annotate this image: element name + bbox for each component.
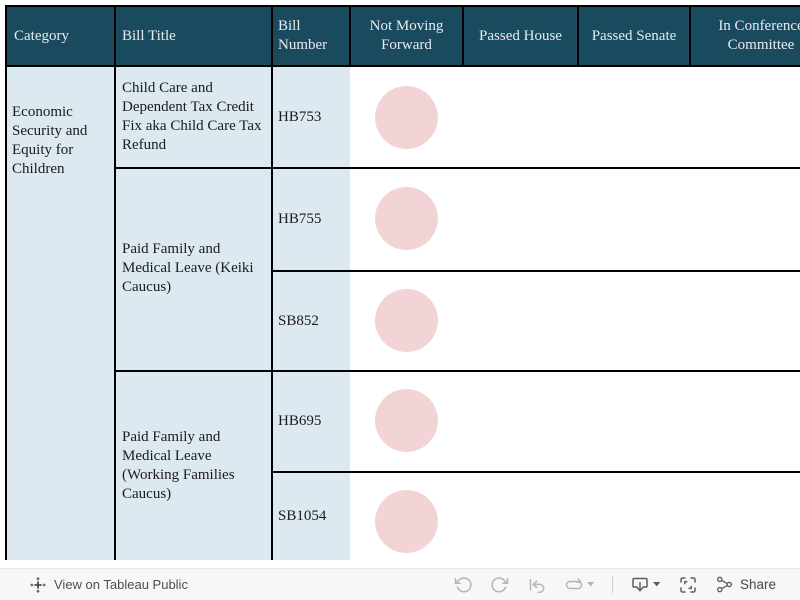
status-dot[interactable] <box>375 490 438 553</box>
fullscreen-button[interactable] <box>678 575 698 595</box>
status-dot[interactable] <box>375 389 438 452</box>
share-label: Share <box>739 577 776 592</box>
category-cell <box>7 67 114 560</box>
bill-number-label: HB755 <box>278 211 322 227</box>
column-header-in-conference-committee[interactable]: In Conference Committee <box>691 7 800 65</box>
grid-line <box>114 167 800 169</box>
bill-title-cell <box>116 370 271 560</box>
view-on-tableau-label: View on Tableau Public <box>54 577 188 592</box>
bill-title-cell <box>116 67 271 167</box>
share-button[interactable]: Share <box>715 575 776 594</box>
refresh-button[interactable] <box>564 575 595 595</box>
share-nodes-icon <box>715 575 734 594</box>
tableau-logo-icon <box>30 576 46 593</box>
download-icon <box>630 575 650 595</box>
grid-line <box>5 5 7 560</box>
caret-down-icon <box>586 582 595 587</box>
column-header-passed-senate[interactable]: Passed Senate <box>579 7 689 65</box>
undo-button[interactable] <box>453 575 473 595</box>
tableau-toolbar: View on Tableau Public <box>0 568 800 600</box>
column-header-not-moving-forward[interactable]: Not Moving Forward <box>351 7 462 65</box>
grid-line <box>114 370 800 372</box>
redo-button[interactable] <box>490 575 510 595</box>
bill-title-label: Paid Family and Medical Leave (Keiki Cau… <box>122 241 254 295</box>
toolbar-actions: Share <box>453 575 776 595</box>
redo-icon <box>490 575 510 595</box>
caret-down-icon <box>652 582 661 587</box>
download-button[interactable] <box>630 575 661 595</box>
grid-line <box>271 471 800 473</box>
undo-icon <box>453 575 473 595</box>
grid-line <box>271 270 800 272</box>
toolbar-separator <box>611 576 613 593</box>
bill-title-label: Paid Family and Medical Leave (Working F… <box>122 429 235 502</box>
status-dot[interactable] <box>375 289 438 352</box>
bill-number-column <box>273 67 350 560</box>
revert-button[interactable] <box>527 575 547 595</box>
bill-number-label: HB753 <box>278 108 322 125</box>
status-dot[interactable] <box>375 86 438 149</box>
column-header-passed-house[interactable]: Passed House <box>464 7 577 65</box>
column-header-category[interactable]: Category <box>7 7 114 65</box>
category-label: Economic Security and Equity for Childre… <box>12 104 88 177</box>
column-header-bill-number[interactable]: Bill Number <box>273 7 349 65</box>
bill-number-label: SB852 <box>278 312 319 329</box>
revert-icon <box>527 575 547 595</box>
column-header-bill-title[interactable]: Bill Title <box>116 7 271 65</box>
status-dot[interactable] <box>375 187 438 250</box>
refresh-icon <box>564 575 584 595</box>
grid-line <box>114 5 116 560</box>
view-on-tableau-link[interactable]: View on Tableau Public <box>30 576 188 593</box>
bill-title-cell <box>116 167 271 370</box>
bill-title-label: Child Care and Dependent Tax Credit Fix … <box>122 80 262 153</box>
fullscreen-icon <box>678 575 698 595</box>
grid-line <box>271 5 273 560</box>
bill-number-label: SB1054 <box>278 508 327 524</box>
bill-number-label: HB695 <box>278 413 322 429</box>
